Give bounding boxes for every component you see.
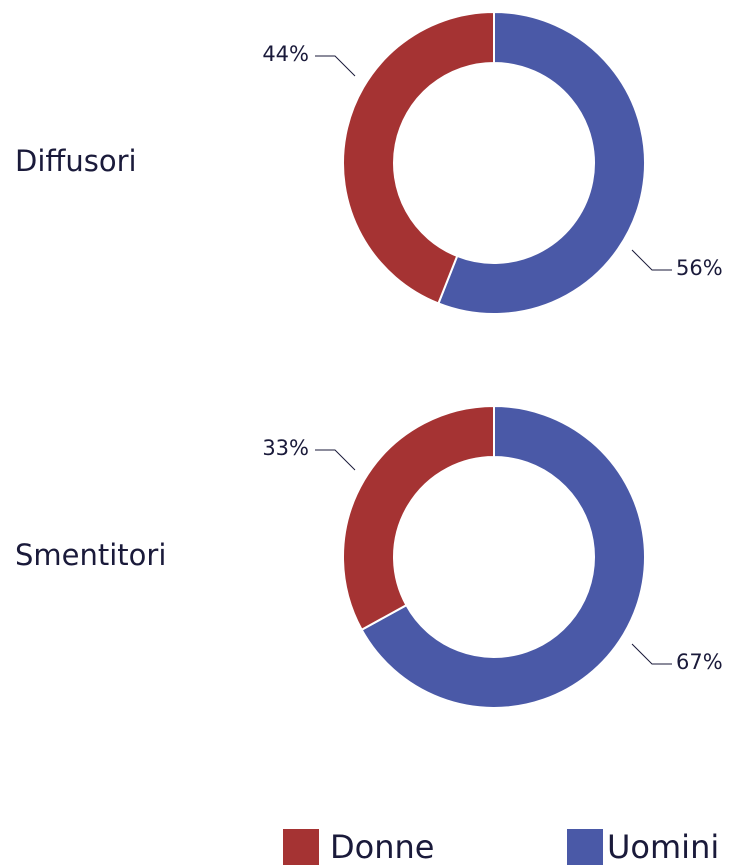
- leader-line: [631, 249, 672, 271]
- donut-slice: [342, 10, 495, 305]
- leader-line: [315, 55, 356, 77]
- legend-label: Uomini: [607, 828, 719, 865]
- chart-title: Smentitori: [15, 538, 166, 572]
- donut-slice: [437, 10, 646, 315]
- chart-title: Diffusori: [15, 144, 137, 178]
- legend-label: Donne: [330, 828, 434, 865]
- value-label: 56%: [676, 256, 723, 280]
- legend-swatch: [283, 829, 319, 865]
- donut-slice: [342, 404, 495, 632]
- leader-line: [631, 643, 672, 665]
- donut-slice: [360, 404, 646, 709]
- value-label: 67%: [676, 650, 723, 674]
- leader-line: [315, 449, 356, 471]
- legend-swatch: [567, 829, 603, 865]
- value-label: 44%: [262, 42, 309, 66]
- value-label: 33%: [262, 436, 309, 460]
